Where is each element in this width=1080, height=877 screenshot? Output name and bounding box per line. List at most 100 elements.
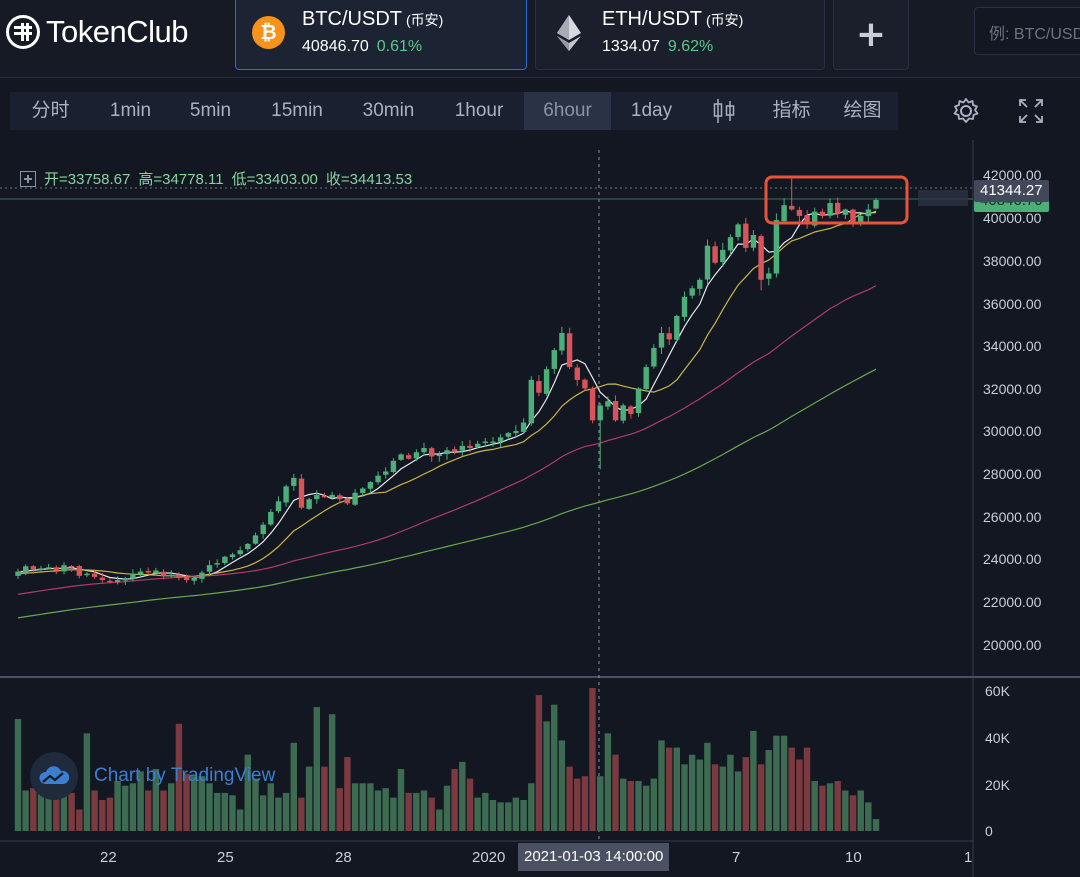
candle-body: [383, 471, 389, 475]
volume-bar: [482, 792, 489, 831]
ma-white-line: [17, 210, 877, 580]
tab-15min[interactable]: 15min: [251, 92, 343, 130]
candle-body: [283, 486, 289, 503]
price-tick: 28000.00: [983, 466, 1042, 482]
candle-body: [137, 571, 144, 575]
tab-30min[interactable]: 30min: [343, 92, 434, 130]
volume-bar: [420, 790, 428, 831]
candle-body: [275, 501, 282, 512]
date-tick: 25: [217, 849, 234, 866]
volume-bar: [643, 785, 650, 831]
tab-6hour[interactable]: 6hour: [524, 92, 611, 130]
candle-body: [559, 333, 565, 351]
candle: [513, 425, 519, 438]
volume-bar: [665, 747, 673, 831]
volume-bar: [826, 783, 834, 831]
candle-body: [743, 223, 749, 248]
price-tick: 24000.00: [983, 551, 1042, 567]
candle-body: [689, 288, 695, 296]
gear-icon[interactable]: [940, 92, 992, 130]
candle-body: [605, 401, 611, 407]
candle: [436, 451, 443, 462]
candle: [796, 206, 803, 224]
volume-bar: [857, 790, 864, 831]
candle-body: [674, 316, 680, 340]
volume-bar: [106, 797, 114, 831]
volume-bar: [528, 783, 535, 831]
volume-bar: [160, 790, 167, 831]
add-pair-button[interactable]: +: [833, 0, 909, 70]
ohlc-legend: 开=33758.67 高=34778.11 低=33403.00 收=34413…: [20, 168, 412, 189]
logo[interactable]: TokenClub: [6, 12, 188, 52]
candle: [720, 242, 726, 267]
candle-body: [444, 450, 450, 454]
indicators-button[interactable]: 指标: [756, 92, 827, 130]
volume-bar: [382, 788, 389, 831]
pair-name: BTC/USDT (币安): [302, 8, 444, 30]
candle: [467, 440, 473, 453]
candle: [298, 474, 305, 510]
candle-body: [38, 568, 44, 570]
candle-body: [252, 535, 259, 544]
tab-timeline[interactable]: 分时: [10, 92, 91, 130]
candle-body: [819, 211, 826, 216]
volume-bar: [727, 754, 734, 831]
candle: [620, 403, 626, 424]
candle: [490, 437, 496, 447]
candle-body: [842, 209, 849, 215]
candle: [536, 375, 542, 397]
tradingview-watermark[interactable]: Chart by TradingView: [30, 752, 275, 800]
drawing-button[interactable]: 绘图: [827, 92, 898, 130]
volume-bar: [742, 757, 749, 831]
candle: [337, 493, 343, 502]
candle: [789, 175, 795, 211]
candle: [559, 326, 565, 355]
highlight-box: [764, 175, 909, 225]
candle-body: [291, 477, 297, 486]
volume-bar: [22, 790, 29, 831]
volume-bar: [589, 688, 596, 831]
pair-tab-eth-usdt[interactable]: ETH/USDT (币安) 1334.07 9.62%: [535, 0, 825, 70]
candle-type-icon[interactable]: [692, 92, 756, 130]
tab-1day[interactable]: 1day: [611, 92, 692, 130]
volume-bar: [436, 809, 443, 831]
tab-5min[interactable]: 5min: [170, 92, 251, 130]
candle: [873, 197, 879, 210]
ohlc-high: 高=34778.11: [138, 171, 224, 188]
candle: [444, 447, 450, 460]
price-tick: 30000.00: [983, 423, 1042, 439]
candle-body: [758, 236, 764, 280]
candle: [160, 569, 167, 580]
candle: [835, 197, 841, 218]
tab-1hour[interactable]: 1hour: [434, 92, 524, 130]
expand-legend-icon[interactable]: [20, 170, 36, 187]
candle: [360, 487, 366, 497]
candle-body: [76, 566, 82, 576]
candle-body: [835, 202, 841, 214]
candle: [735, 222, 741, 241]
candle: [497, 434, 504, 447]
date-tick: 28: [335, 849, 352, 866]
search-input[interactable]: 例: BTC/USDT: [974, 7, 1080, 55]
volume-bar: [252, 778, 259, 831]
candle: [229, 552, 236, 560]
tab-1min[interactable]: 1min: [91, 92, 170, 130]
candle: [183, 574, 190, 583]
volume-bar: [428, 797, 435, 831]
pair-tab-btc-usdt[interactable]: ₿ BTC/USDT (币安) 40846.70 0.61%: [235, 0, 527, 70]
candle-body: [61, 565, 67, 572]
chart-canvas[interactable]: 42000.00 40000.00 38000.00 36000.00 3400…: [0, 140, 1080, 877]
price-chart[interactable]: 42000.00 40000.00 38000.00 36000.00 3400…: [0, 140, 1080, 877]
fullscreen-icon[interactable]: [1005, 92, 1057, 130]
candle-body: [467, 445, 473, 448]
volume-bar: [191, 776, 198, 831]
volume-bar: [604, 733, 612, 831]
candle-body: [850, 209, 856, 223]
candle-body: [344, 498, 351, 504]
volume-bar: [803, 747, 811, 831]
volume-bar: [443, 785, 451, 831]
candle: [452, 446, 458, 455]
volume-bar: [344, 757, 351, 831]
candle-body: [766, 273, 772, 279]
candle-body: [199, 572, 205, 579]
